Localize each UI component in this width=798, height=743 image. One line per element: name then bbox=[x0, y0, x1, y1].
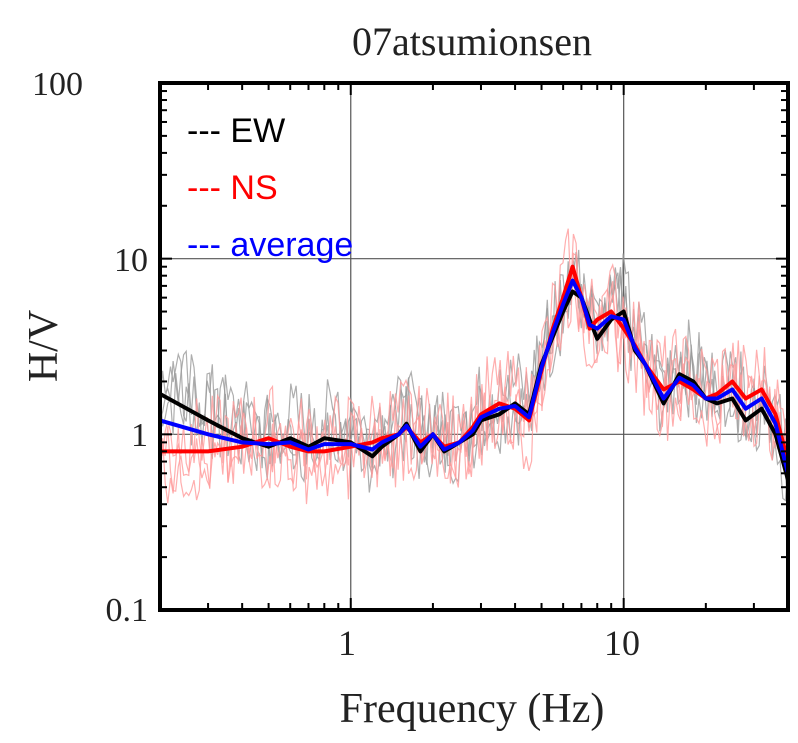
y-tick-label-100: 100 bbox=[32, 66, 83, 103]
y-tick-label-0-1: 0.1 bbox=[106, 592, 149, 629]
legend-ew: --- EW bbox=[187, 112, 285, 150]
y-tick-label-1: 1 bbox=[131, 417, 148, 454]
legend-average: --- average bbox=[187, 226, 353, 264]
x-tick-label-10: 10 bbox=[604, 623, 640, 663]
chart-title: 07atsumionsen bbox=[352, 19, 592, 64]
plot-frame bbox=[158, 81, 790, 612]
individual-traces bbox=[159, 228, 789, 515]
y-tick-label-10: 10 bbox=[114, 242, 148, 279]
legend-ns: --- NS bbox=[187, 169, 278, 207]
series-lines bbox=[159, 264, 790, 481]
ticks bbox=[159, 83, 789, 611]
y-axis-label: H/V bbox=[21, 310, 67, 382]
x-tick-label-1: 1 bbox=[338, 623, 356, 663]
grid-lines bbox=[160, 83, 788, 610]
x-axis-label: Frequency (Hz) bbox=[340, 686, 605, 732]
series-line-average bbox=[159, 278, 790, 474]
